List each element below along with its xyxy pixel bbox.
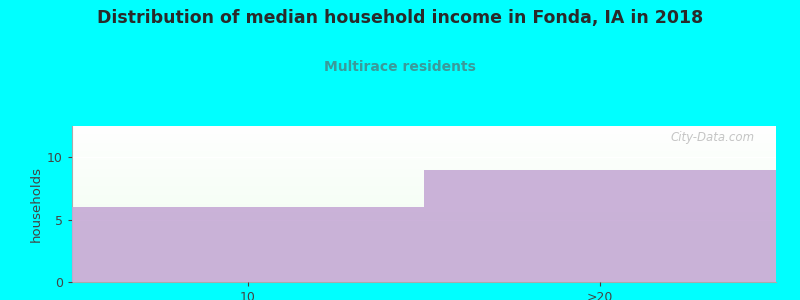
Bar <box>424 170 776 282</box>
Y-axis label: households: households <box>30 166 43 242</box>
Text: Multirace residents: Multirace residents <box>324 60 476 74</box>
Text: City-Data.com: City-Data.com <box>670 131 755 144</box>
Text: Distribution of median household income in Fonda, IA in 2018: Distribution of median household income … <box>97 9 703 27</box>
Bar <box>72 207 424 282</box>
